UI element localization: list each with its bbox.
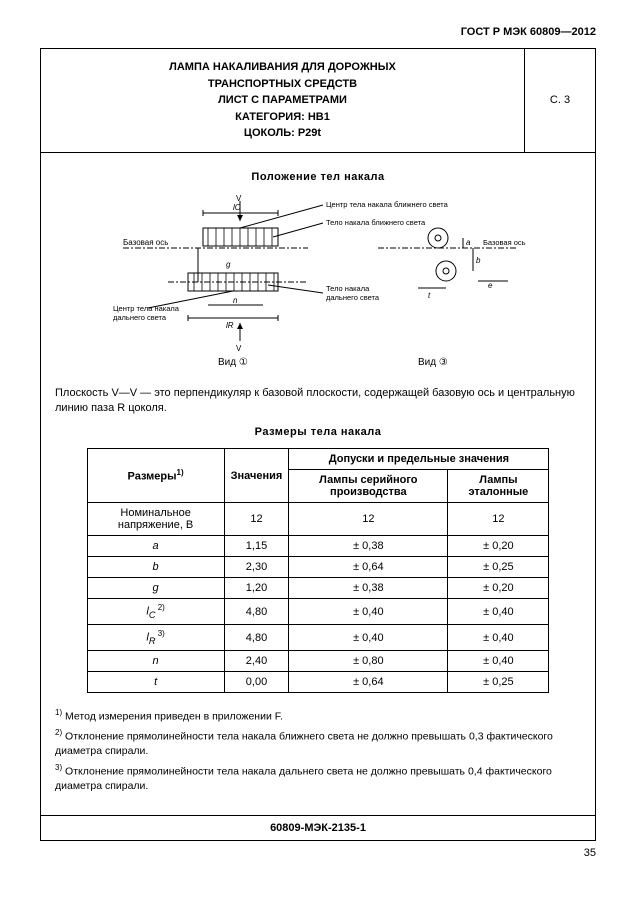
- title-line5: ЦОКОЛЬ: P29t: [49, 125, 516, 142]
- th-tolerances: Допуски и предельные значения: [289, 449, 549, 470]
- dim-b: b: [476, 256, 481, 265]
- label-body-near: Тело накала ближнего света: [326, 218, 426, 227]
- section1-title: Положение тел накала: [55, 171, 581, 183]
- table-row: a1,15± 0,38± 0,20: [87, 536, 549, 557]
- footnote-1: Метод измерения приведен в приложении F.: [65, 710, 283, 722]
- dim-n: n: [233, 296, 238, 305]
- page-number: 35: [40, 847, 596, 859]
- sheet-id: 60809-МЭК-2135-1: [41, 815, 595, 840]
- view3-label: Вид ③: [418, 357, 448, 368]
- title-line1: ЛАМПА НАКАЛИВАНИЯ ДЛЯ ДОРОЖНЫХ: [49, 59, 516, 76]
- title-line4: КАТЕГОРИЯ: HB1: [49, 109, 516, 126]
- sizes-table: Размеры1) Значения Допуски и предельные …: [87, 448, 550, 693]
- title-row: ЛАМПА НАКАЛИВАНИЯ ДЛЯ ДОРОЖНЫХ ТРАНСПОРТ…: [41, 49, 595, 153]
- view1-label: Вид ①: [218, 357, 248, 368]
- table-row: n2,40± 0,80± 0,40: [87, 650, 549, 671]
- dim-a: a: [466, 238, 471, 247]
- dim-v-top: V: [236, 194, 242, 203]
- section2-title: Размеры тела накала: [55, 426, 581, 438]
- th-reference: Лампы эталонные: [448, 470, 549, 503]
- label-center-near: Центр тела накала ближнего света: [326, 200, 449, 209]
- th-serial: Лампы серийного производства: [289, 470, 448, 503]
- footnote-2: Отклонение прямолинейности тела накала б…: [55, 730, 553, 757]
- title-block: ЛАМПА НАКАЛИВАНИЯ ДЛЯ ДОРОЖНЫХ ТРАНСПОРТ…: [41, 49, 525, 152]
- table-row: lC 2)4,80± 0,40± 0,40: [87, 599, 549, 625]
- table-row: Номинальное напряжение, В121212: [87, 503, 549, 536]
- title-pagemark: С. 3: [525, 49, 595, 152]
- th-dims: Размеры1): [87, 449, 224, 503]
- footnote-3: Отклонение прямолинейности тела накала д…: [55, 765, 552, 792]
- table-row: t0,00± 0,64± 0,25: [87, 671, 549, 692]
- label-center-far: Центр тела накала дальнего света: [113, 304, 181, 322]
- dim-e: e: [488, 281, 493, 290]
- table-row: g1,20± 0,38± 0,20: [87, 578, 549, 599]
- label-base-axis: Базовая ось: [123, 238, 168, 247]
- dim-t: t: [428, 291, 431, 300]
- table-row: b2,30± 0,64± 0,25: [87, 557, 549, 578]
- content-area: Положение тел накала lC V: [41, 153, 595, 815]
- filament-diagram: lC V: [55, 193, 581, 376]
- dim-g: g: [226, 260, 231, 269]
- table-row: lR 3)4,80± 0,40± 0,40: [87, 625, 549, 651]
- main-frame: ЛАМПА НАКАЛИВАНИЯ ДЛЯ ДОРОЖНЫХ ТРАНСПОРТ…: [40, 48, 596, 841]
- vv-note: Плоскость V—V — это перпендикуляр к базо…: [55, 386, 581, 417]
- doc-header: ГОСТ Р МЭК 60809—2012: [40, 26, 596, 38]
- title-line3: ЛИСТ С ПАРАМЕТРАМИ: [49, 92, 516, 109]
- label-body-far: Тело накала дальнего света: [326, 284, 380, 302]
- footnotes: 1) Метод измерения приведен в приложении…: [55, 707, 581, 795]
- dim-v-bot: V: [236, 344, 242, 353]
- title-line2: ТРАНСПОРТНЫХ СРЕДСТВ: [49, 76, 516, 93]
- th-values: Значения: [224, 449, 289, 503]
- label-base-axis-r: Базовая ось: [483, 238, 526, 247]
- dim-ln: lR: [226, 321, 234, 330]
